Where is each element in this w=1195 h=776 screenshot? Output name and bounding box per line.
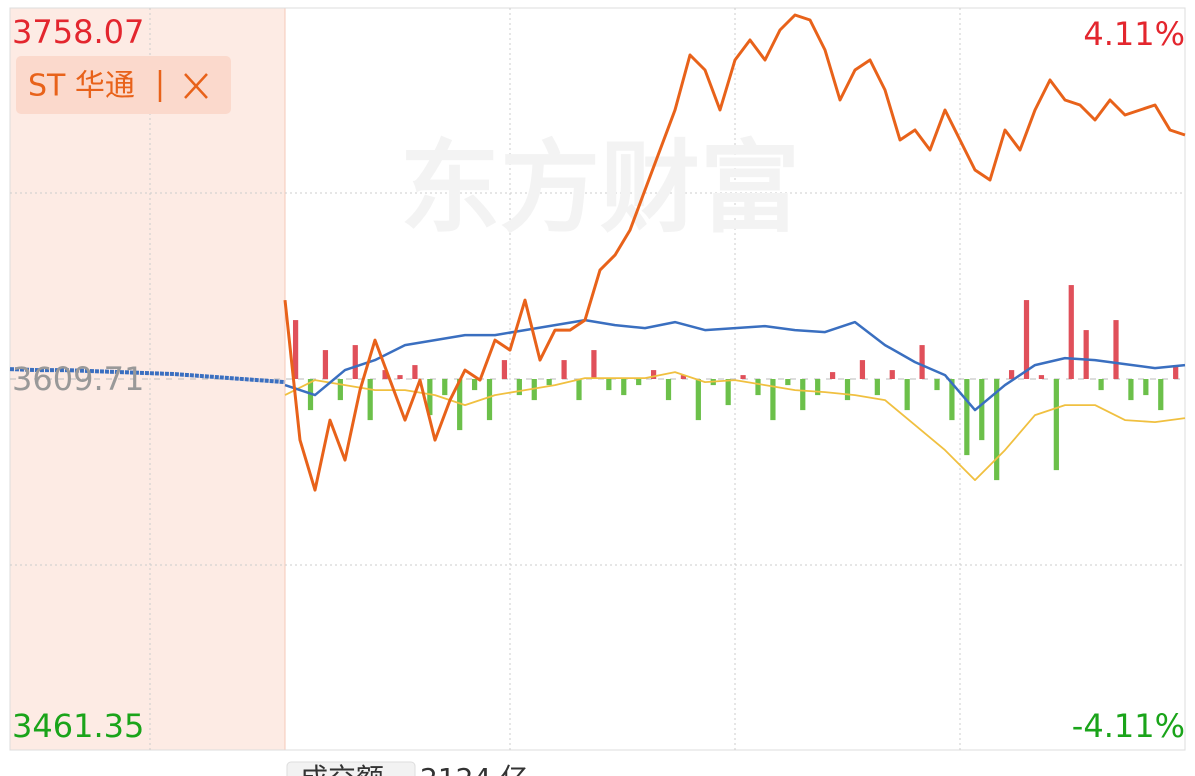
volume-bar	[1023, 300, 1030, 379]
volume-bar	[770, 379, 776, 421]
volume-bar	[889, 370, 895, 379]
volume-bar	[322, 350, 329, 379]
volume-bar	[949, 379, 955, 421]
volume-bar	[994, 379, 1000, 481]
tag-close[interactable]	[184, 73, 208, 99]
volume-bar	[501, 360, 508, 379]
volume-bar	[412, 365, 418, 379]
series-line	[9, 367, 286, 385]
footer-text: 2124 亿	[420, 762, 528, 776]
volume-bar	[1113, 320, 1119, 379]
volume-bar	[1083, 330, 1089, 379]
y-tick-label: 3461.35	[12, 707, 144, 745]
volume-bar	[815, 379, 821, 396]
volume-bar	[1158, 379, 1164, 411]
volume-bar	[1038, 375, 1045, 379]
volume-bar	[531, 379, 537, 401]
volume-bar	[844, 379, 851, 401]
volume-bar	[442, 379, 448, 396]
volume-bar	[1053, 379, 1059, 471]
volume-bar	[292, 320, 299, 379]
volume-bar	[695, 379, 701, 421]
volume-bar	[665, 379, 672, 401]
volume-bar	[606, 379, 612, 391]
volume-bar	[591, 350, 597, 379]
volume-bar	[919, 345, 925, 379]
volume-bar	[859, 360, 866, 379]
volume-bar	[382, 370, 388, 379]
volume-bar	[1008, 370, 1015, 379]
volume-bar	[1098, 379, 1104, 391]
tag-label: ST 华通	[28, 69, 135, 104]
y2-tick-label: -4.11%	[1072, 707, 1185, 745]
footer-button[interactable]	[286, 761, 416, 776]
footer-button-label: 成交额	[300, 762, 384, 776]
volume-bar	[725, 379, 731, 406]
volume-bar	[964, 379, 970, 456]
volume-bar	[621, 379, 627, 396]
volume-bar	[755, 379, 761, 396]
volume-bar	[1068, 285, 1074, 379]
y-tick-label: 3758.07	[12, 13, 144, 51]
volume-bar	[457, 379, 463, 431]
series-line	[284, 318, 1186, 412]
volume-bar	[1143, 379, 1149, 396]
volume-bar	[874, 379, 880, 396]
volume-bar	[636, 379, 642, 386]
volume-bar	[352, 345, 358, 379]
marks	[9, 13, 1186, 492]
volume-bar	[650, 370, 657, 379]
volume-bar	[904, 379, 910, 411]
volume-bar	[934, 379, 940, 391]
watermark: 东方财富	[400, 129, 800, 246]
volume-bar	[680, 375, 687, 379]
volume-bar	[829, 372, 836, 379]
y-tick-label: 3609.71	[12, 360, 144, 398]
y2-tick-label: 4.11%	[1083, 15, 1185, 53]
volume-bar	[740, 375, 746, 379]
volume-bar	[800, 379, 806, 411]
volume-bar	[979, 379, 985, 441]
volume-bar	[1128, 379, 1134, 401]
volume-bar	[427, 379, 433, 416]
volume-bar	[397, 375, 403, 379]
volume-bar	[576, 379, 582, 401]
volume-bar	[561, 360, 567, 379]
tag-chip[interactable]	[16, 56, 231, 114]
volume-bar	[1173, 365, 1179, 379]
series-line	[283, 13, 1186, 492]
volume-bar	[337, 379, 343, 401]
volume-bar	[516, 379, 522, 396]
volume-bar	[367, 379, 373, 421]
volume-bar	[486, 379, 493, 421]
volume-bar	[471, 379, 478, 391]
volume-bar	[785, 379, 791, 386]
series-line	[284, 371, 1186, 481]
volume-bar	[546, 379, 552, 386]
